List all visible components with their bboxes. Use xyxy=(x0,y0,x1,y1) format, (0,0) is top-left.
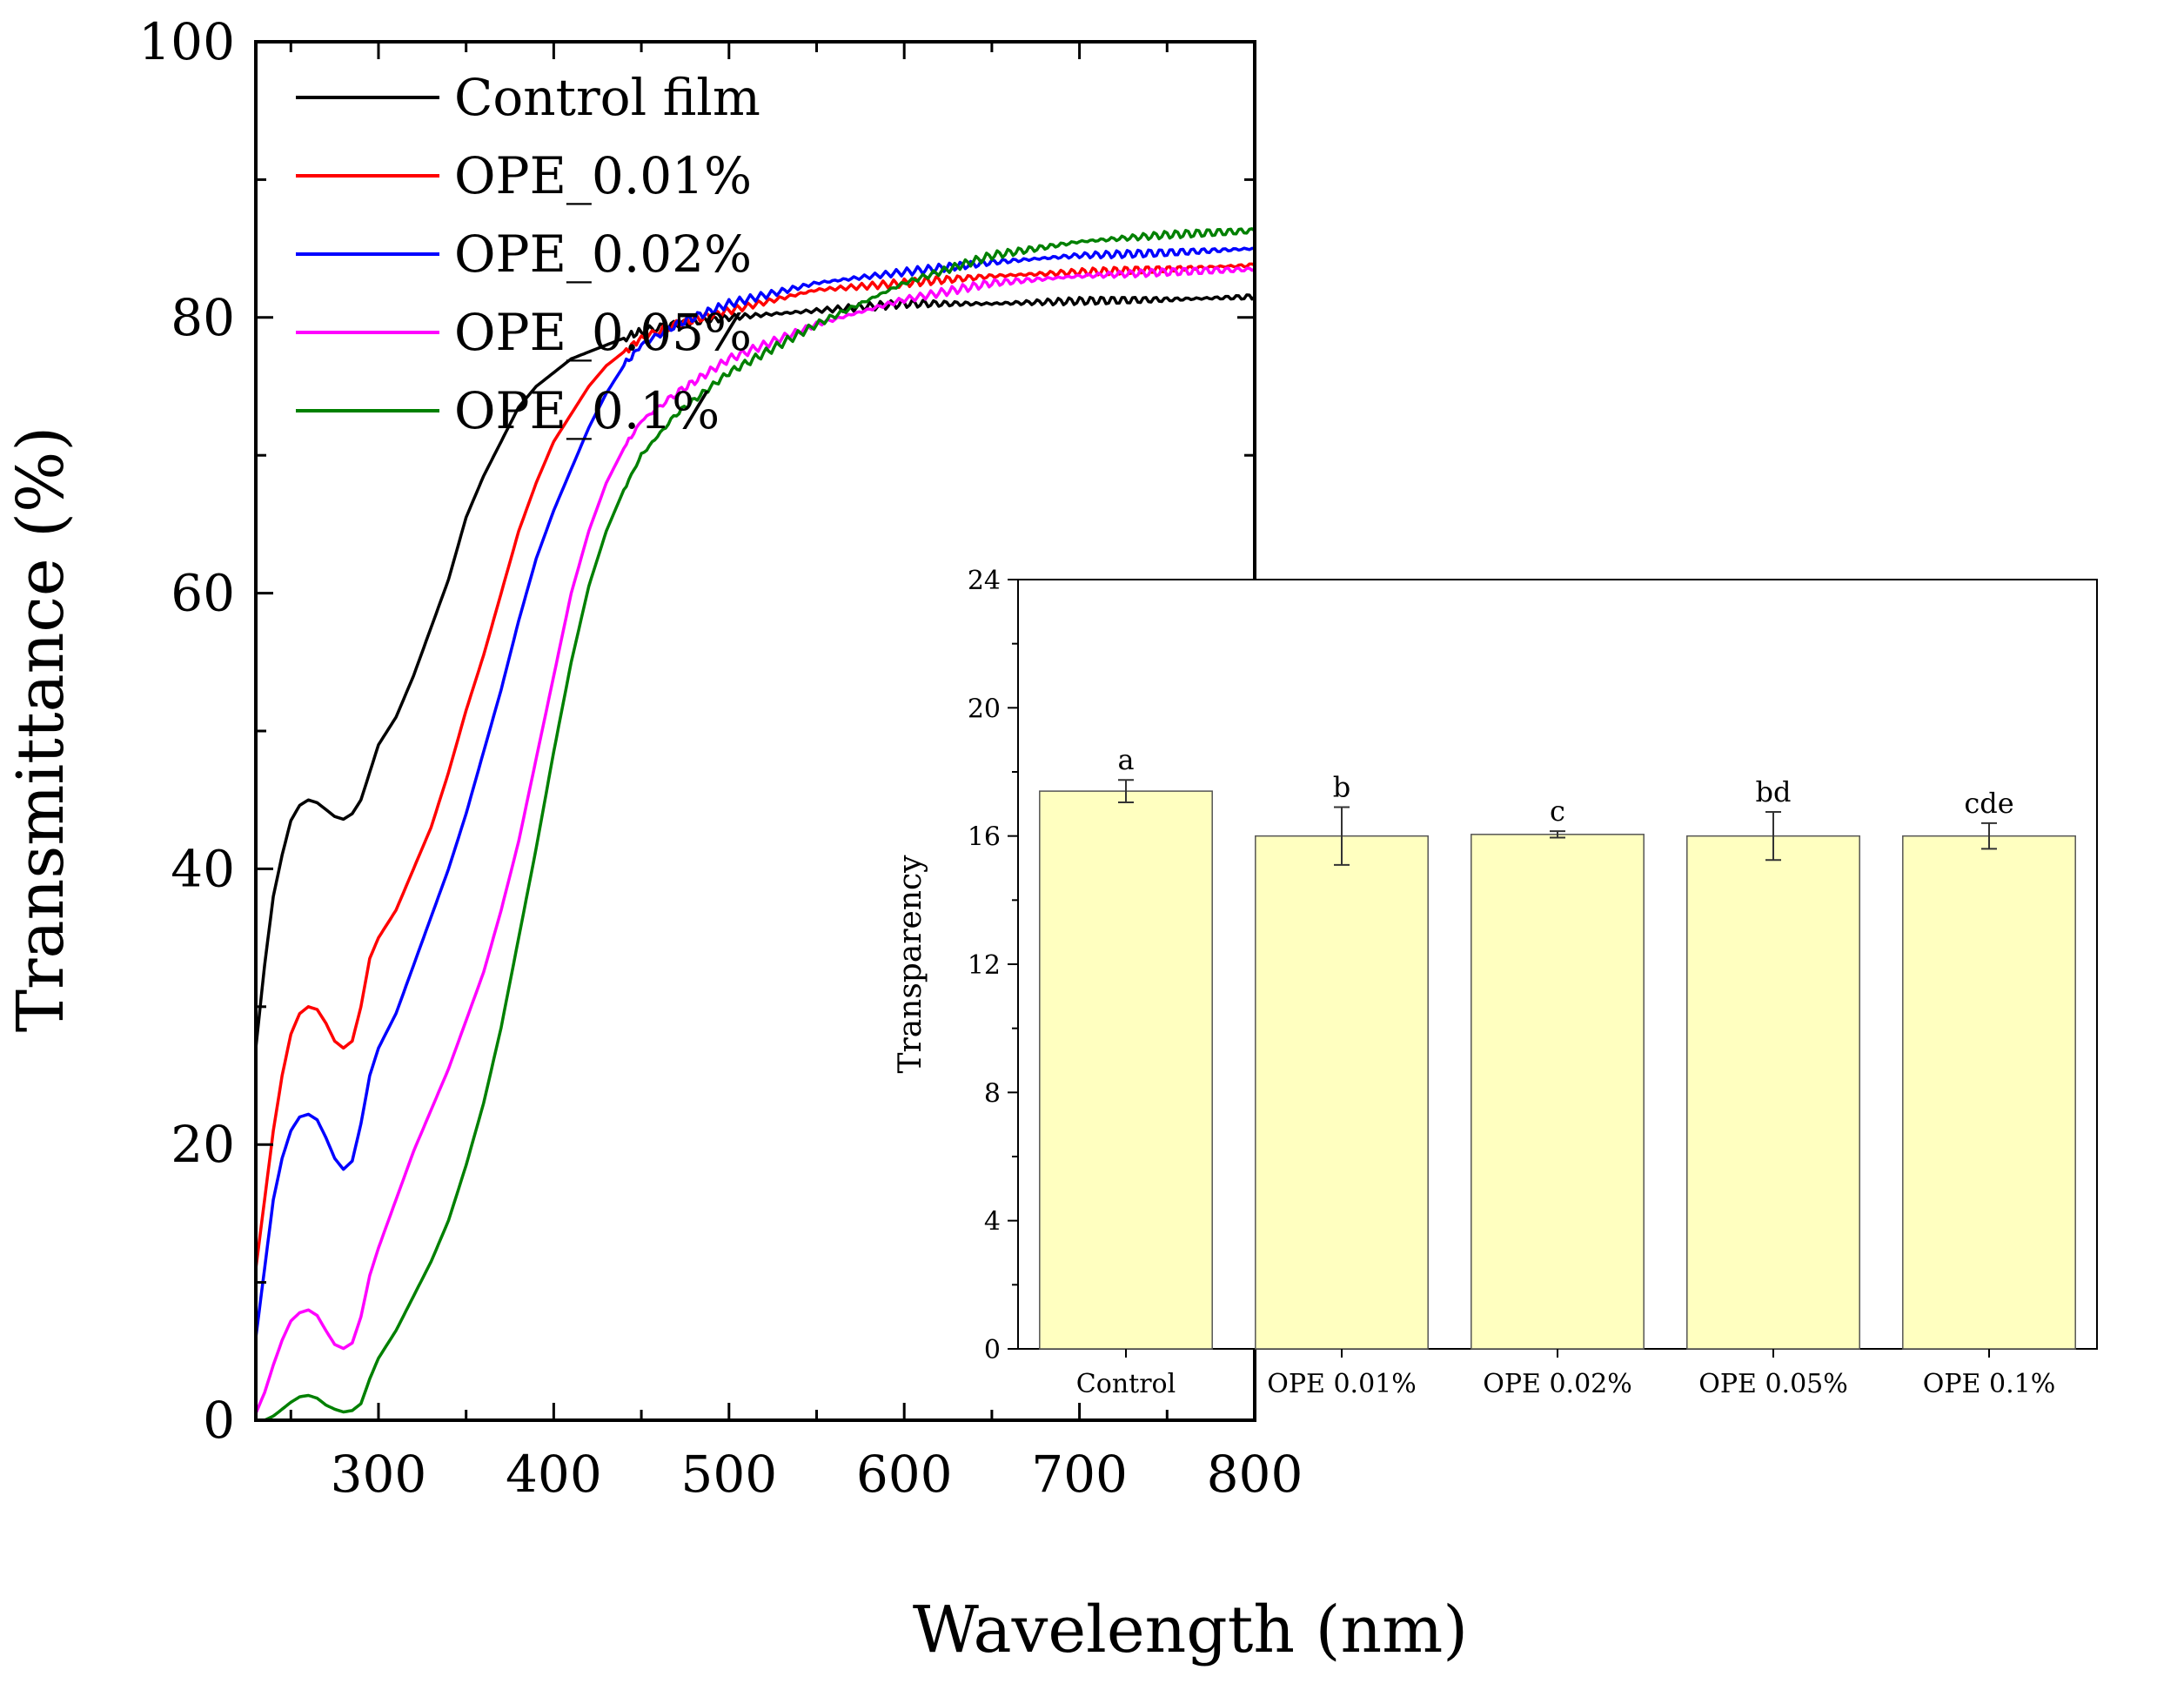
inset-y-axis-title: Transparency xyxy=(893,855,928,1074)
significance-label-4: bd xyxy=(1756,775,1792,808)
significance-label-5: cde xyxy=(1964,787,2013,820)
bar-5 xyxy=(1902,835,2076,1350)
x-tick-label-600: 600 xyxy=(856,1445,953,1504)
legend-label-4: OPE_0.05% xyxy=(454,303,752,362)
series-line-5 xyxy=(256,227,1256,1422)
legend-label-2: OPE_0.01% xyxy=(454,146,752,205)
legend-label-1: Control film xyxy=(454,68,760,127)
inset-y-ticks: 0 4 8 12 16 20 24 xyxy=(968,566,1018,1365)
legend-label-5: OPE_0.1% xyxy=(454,381,720,440)
series-line-1 xyxy=(254,293,1256,1049)
y-tick-label-60: 60 xyxy=(171,564,235,623)
inset-x-tick-labels: Control OPE 0.01% OPE 0.02% OPE 0.05% OPE 0.… xyxy=(1076,1349,2055,1399)
inset-x-tick-label-2: OPE 0.01% xyxy=(1267,1369,1417,1399)
x-tick-label-400: 400 xyxy=(506,1445,602,1504)
inset-x-tick-label-1: Control xyxy=(1076,1369,1176,1399)
y-tick-label-80: 80 xyxy=(171,288,235,347)
series-line-4 xyxy=(254,266,1256,1414)
inset-y-tick-label-12: 12 xyxy=(968,950,1001,981)
bar-4 xyxy=(1686,835,1860,1350)
series-line-3 xyxy=(254,246,1256,1338)
bar-2 xyxy=(1255,835,1429,1350)
significance-label-2: b xyxy=(1333,771,1350,804)
significance-label-3: c xyxy=(1550,795,1565,828)
y-tick-label-20: 20 xyxy=(171,1115,235,1174)
inset-x-tick-label-4: OPE 0.05% xyxy=(1698,1369,1848,1399)
y-tick-label-40: 40 xyxy=(171,839,235,898)
inset-y-tick-label-0: 0 xyxy=(984,1335,1001,1365)
bar-1 xyxy=(1039,790,1213,1350)
inset-y-tick-label-4: 4 xyxy=(984,1207,1001,1237)
legend-label-3: OPE_0.02% xyxy=(454,225,752,284)
x-tick-label-700: 700 xyxy=(1031,1445,1128,1504)
y-tick-label-0: 0 xyxy=(203,1391,235,1450)
x-tick-label-300: 300 xyxy=(331,1445,427,1504)
main-x-ticks: 300 400 500 600 700 800 xyxy=(289,42,1303,1504)
x-tick-label-500: 500 xyxy=(680,1445,777,1504)
x-tick-label-800: 800 xyxy=(1207,1445,1303,1504)
main-curves xyxy=(254,227,1256,1422)
legend: Control film OPE_0.01% OPE_0.02% OPE_0.05% O… xyxy=(296,68,760,440)
bar-3 xyxy=(1471,834,1645,1350)
main-x-axis-title: Wavelength (nm) xyxy=(913,1593,1468,1667)
inset-y-tick-label-20: 20 xyxy=(968,694,1001,724)
inset-x-tick-label-5: OPE 0.1% xyxy=(1923,1369,2055,1399)
inset-bar-chart: a b c bd cde 0 4 8 12 16 20 24 Control OPE 0.01% OPE… xyxy=(893,566,2098,1399)
inset-y-tick-label-16: 16 xyxy=(968,822,1001,853)
inset-y-tick-label-24: 24 xyxy=(968,566,1001,596)
y-tick-label-100: 100 xyxy=(138,12,235,71)
inset-x-tick-label-3: OPE 0.02% xyxy=(1483,1369,1632,1399)
main-y-axis-title: Transmittance (%) xyxy=(3,426,78,1032)
inset-y-tick-label-8: 8 xyxy=(984,1078,1001,1109)
significance-label-1: a xyxy=(1117,743,1134,776)
inset-bars: a b c bd cde xyxy=(1039,743,2076,1350)
